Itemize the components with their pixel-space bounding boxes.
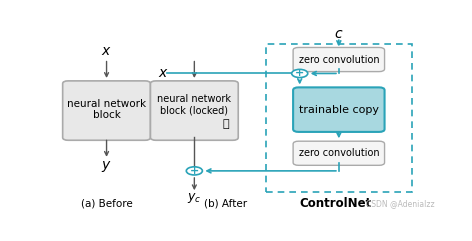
FancyBboxPatch shape	[63, 81, 151, 140]
Circle shape	[186, 167, 202, 175]
Text: (b) After: (b) After	[204, 198, 247, 208]
Text: neural network
block (locked): neural network block (locked)	[157, 94, 231, 116]
Text: $\mathit{y}$: $\mathit{y}$	[101, 159, 112, 174]
FancyBboxPatch shape	[293, 141, 385, 165]
Circle shape	[292, 69, 308, 78]
Text: +: +	[295, 68, 304, 79]
Text: CSDN @Adenialzz: CSDN @Adenialzz	[366, 199, 435, 208]
Text: $\mathit{y}_c$: $\mathit{y}_c$	[187, 191, 202, 205]
FancyBboxPatch shape	[151, 81, 238, 140]
Text: $\mathit{x}$: $\mathit{x}$	[158, 67, 169, 80]
Text: trainable copy: trainable copy	[299, 105, 379, 115]
Text: 🔒: 🔒	[222, 119, 229, 128]
FancyBboxPatch shape	[293, 47, 385, 72]
Text: ControlNet: ControlNet	[300, 197, 372, 210]
Text: (a) Before: (a) Before	[81, 198, 133, 208]
Text: +: +	[190, 166, 199, 176]
Text: $\mathit{x}$: $\mathit{x}$	[101, 44, 112, 58]
FancyBboxPatch shape	[293, 87, 385, 132]
Text: neural network
block: neural network block	[67, 99, 146, 120]
Text: $\mathit{c}$: $\mathit{c}$	[334, 27, 344, 41]
Text: zero convolution: zero convolution	[298, 54, 379, 65]
Text: zero convolution: zero convolution	[298, 148, 379, 158]
